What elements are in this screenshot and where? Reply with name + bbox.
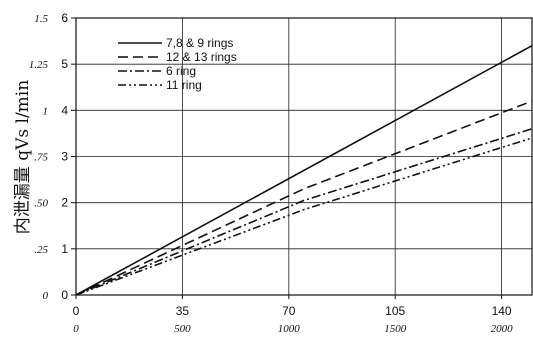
x-tick-label: 105 [385,304,405,318]
series-lines [75,44,533,296]
y-tick-label: 3 [61,150,68,164]
y2-tick-label: 1.5 [34,13,48,25]
x-tick-label: 0 [73,304,80,318]
x2-tick-label: 500 [174,323,191,335]
y-tick-label: 5 [61,57,68,71]
series-line-2 [75,100,533,296]
y-tick-label: 0 [61,288,68,302]
y-tick-label: 1 [61,242,68,256]
y-tick-label: 4 [61,103,68,117]
x-tick-label: 70 [282,304,296,318]
series-line-1 [75,44,533,296]
y-tick-label: 2 [61,196,68,210]
legend-label-4: 11 ring [166,78,202,92]
x2-tick-label: 1000 [278,323,301,335]
x-ticks: 0 0 35 500 70 1000 105 1500 140 2000 [73,295,513,335]
x2-tick-label: 0 [73,323,79,335]
series-line-4 [75,137,533,296]
series-line-3 [75,128,533,296]
y-tick-label: 6 [61,11,68,25]
x2-tick-label: 1500 [384,323,407,335]
grid [76,18,532,295]
y2-tick-label: 1.25 [29,59,49,71]
legend-label-2: 12 & 13 rings [166,50,237,64]
legend-label-1: 7,8 & 9 rings [166,36,233,50]
y2-tick-label: .75 [34,152,48,164]
x-tick-label: 140 [492,304,512,318]
y2-tick-label: 0 [43,290,49,302]
y2-tick-label: .25 [34,244,48,256]
x-tick-label: 35 [176,304,190,318]
y-axis-label: 内泄漏量 qVs l/min [13,80,33,234]
x2-tick-label: 2000 [491,323,514,335]
y2-tick-label: 1 [43,105,49,117]
y2-tick-label: .50 [34,198,48,210]
legend-label-3: 6 ring [166,64,196,78]
